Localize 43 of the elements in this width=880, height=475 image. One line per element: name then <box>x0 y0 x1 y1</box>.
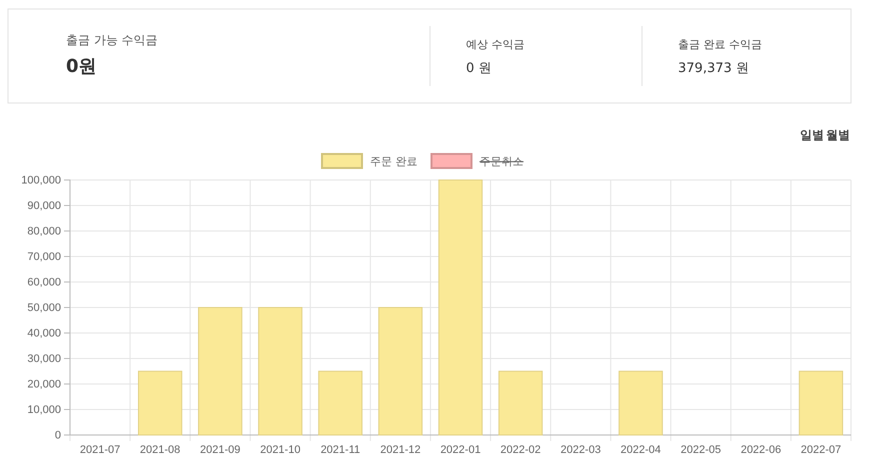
x-tick-label: 2021-08 <box>140 444 180 456</box>
text: 월별 <box>826 128 850 142</box>
y-tick-label: 70,000 <box>27 251 61 264</box>
bar <box>198 307 242 436</box>
text: 출금 가능 수익금 <box>66 33 158 47</box>
y-tick-label: 90,000 <box>27 200 61 212</box>
legend-label: 주문 완료 <box>370 155 418 168</box>
y-tick-label: 10,000 <box>27 404 61 416</box>
bar <box>258 307 302 436</box>
x-tick-label: 2022-02 <box>500 444 541 456</box>
y-tick-label: 40,000 <box>27 328 61 340</box>
x-tick-label: 2022-07 <box>800 444 842 456</box>
x-tick-label: 2022-03 <box>560 444 601 456</box>
text: 379,373 원 <box>678 61 749 76</box>
bar <box>498 370 543 436</box>
bar <box>798 370 844 436</box>
text: 출금 완료 수익금 <box>678 38 762 51</box>
text: 일별 <box>800 128 824 142</box>
y-tick-label: 20,000 <box>27 378 61 391</box>
legend-label: 주문취소 <box>480 155 524 168</box>
y-tick-label: 100,000 <box>21 174 61 187</box>
x-tick-label: 2021-10 <box>260 444 300 456</box>
text: 예상 수익금 <box>466 38 524 51</box>
bar <box>438 180 483 436</box>
x-tick-label: 2022-05 <box>680 444 721 456</box>
text: 0원 <box>66 56 97 77</box>
x-tick-label: 2021-07 <box>80 444 120 456</box>
text: 0 원 <box>466 61 492 76</box>
x-tick-label: 2022-04 <box>620 444 661 456</box>
x-tick-label: 2021-09 <box>200 444 240 456</box>
bar <box>318 370 362 436</box>
x-tick-label: 2021-11 <box>320 444 360 456</box>
x-tick-label: 2022-06 <box>740 444 782 456</box>
bar <box>378 307 423 436</box>
y-tick-label: 30,000 <box>27 353 61 366</box>
bar <box>138 370 182 436</box>
y-tick-label: 80,000 <box>27 226 61 238</box>
x-tick-label: 2021-12 <box>380 444 421 456</box>
x-tick-label: 2022-01 <box>440 444 481 456</box>
y-tick-label: 0 <box>54 430 61 442</box>
y-tick-label: 60,000 <box>27 276 61 289</box>
y-tick-label: 50,000 <box>27 302 61 314</box>
bar <box>618 370 663 436</box>
